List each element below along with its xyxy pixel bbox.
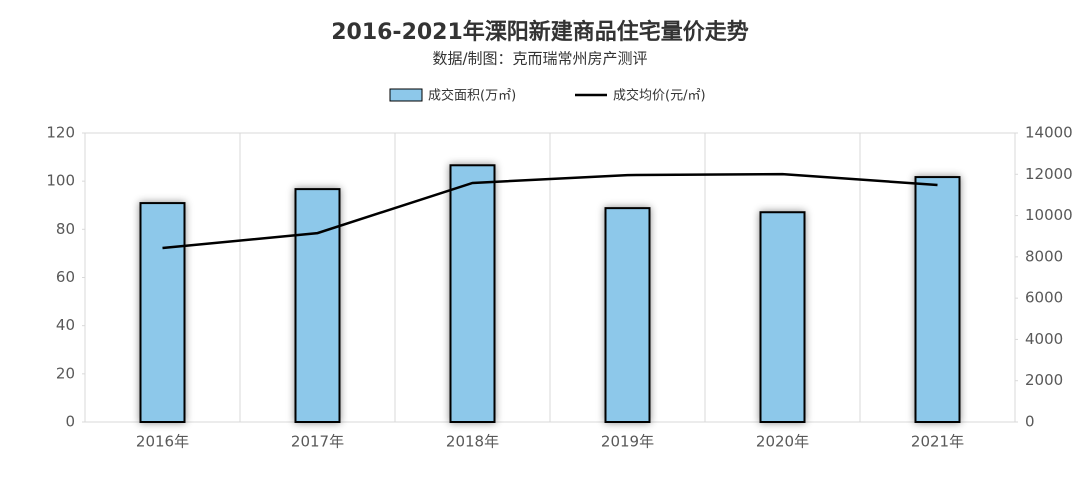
y2-tick-label: 6000 — [1025, 289, 1063, 307]
legend-swatch — [389, 88, 423, 102]
bar — [759, 211, 806, 423]
y-tick-label: 0 — [65, 413, 75, 431]
y-tick-label: 20 — [56, 364, 75, 382]
y2-tick-label: 10000 — [1025, 206, 1073, 224]
x-tick-label: 2019年 — [601, 433, 654, 451]
y-tick-label: 120 — [46, 124, 75, 142]
y-tick-label: 40 — [56, 316, 75, 334]
y2-tick-label: 4000 — [1025, 330, 1063, 348]
y2-tick-label: 0 — [1025, 413, 1035, 431]
legend-label: 成交均价(元/㎡) — [613, 88, 706, 104]
y2-tick-label: 14000 — [1025, 124, 1073, 142]
y2-tick-label: 12000 — [1025, 165, 1073, 183]
legend-label: 成交面积(万㎡) — [428, 88, 516, 104]
y-tick-label: 60 — [56, 268, 75, 286]
y2-tick-label: 8000 — [1025, 247, 1063, 265]
x-tick-label: 2016年 — [136, 433, 189, 451]
x-tick-label: 2020年 — [756, 433, 809, 451]
bar — [294, 188, 341, 423]
bar — [914, 176, 961, 423]
y-tick-label: 80 — [56, 220, 75, 238]
y2-tick-label: 2000 — [1025, 371, 1063, 389]
x-tick-label: 2021年 — [911, 433, 964, 451]
bar — [449, 164, 496, 423]
line — [162, 172, 938, 250]
x-tick-label: 2017年 — [291, 433, 344, 451]
bar — [604, 207, 651, 423]
x-tick-label: 2018年 — [446, 433, 499, 451]
bar — [139, 202, 186, 423]
chart-title: 2016-2021年溧阳新建商品住宅量价走势 — [331, 19, 749, 45]
y-tick-label: 100 — [46, 172, 75, 190]
chart-subtitle: 数据/制图：克而瑞常州房产测评 — [432, 50, 647, 68]
